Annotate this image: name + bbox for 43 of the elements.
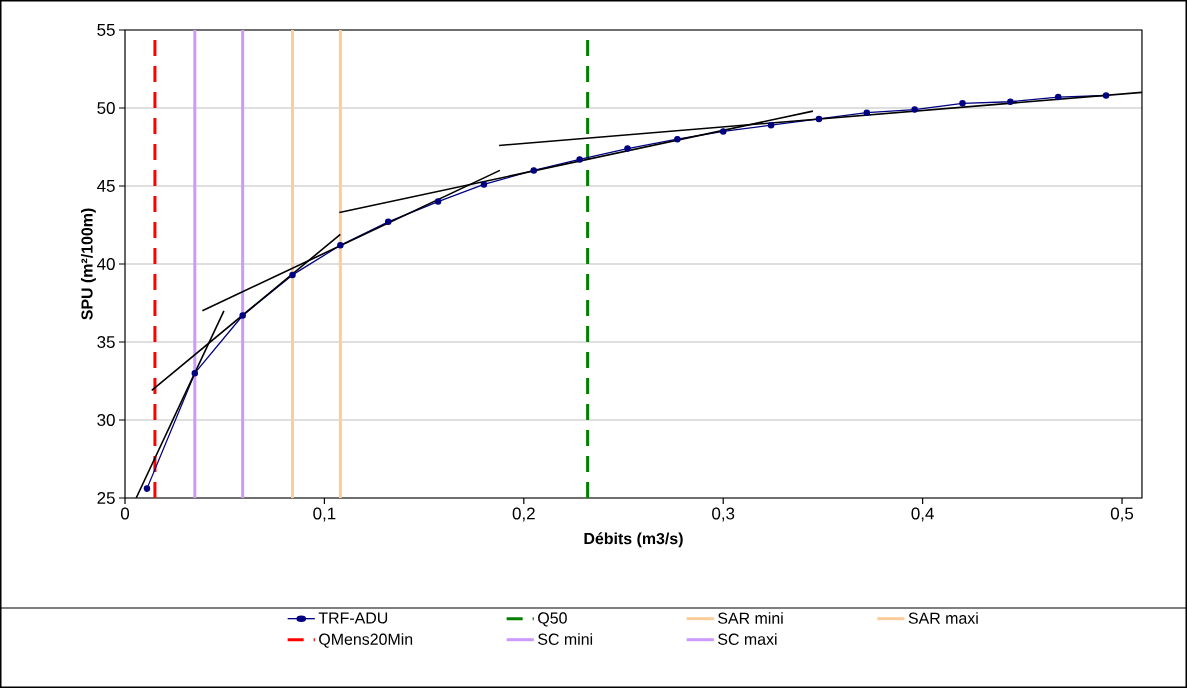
legend-label: QMens20Min [319,633,413,648]
point [911,106,918,113]
point [767,121,775,129]
point [863,109,871,116]
point [239,312,246,319]
point [1102,92,1110,99]
y-tick-label: 35 [97,335,115,348]
y-tick-label: 30 [97,413,115,426]
point [191,369,199,377]
point [576,156,583,163]
point [674,135,681,143]
legend-label: SAR mini [718,612,783,624]
point [719,128,727,135]
legend-label: TRF-ADU [318,612,388,624]
x-tick-label: 0,3 [712,507,735,522]
y-tick-label: 50 [97,101,115,114]
y-tick-label: 25 [97,491,115,504]
x-tick-label: 0,5 [1110,507,1134,522]
legend-label: SAR maxi [908,612,978,624]
point [1054,93,1062,101]
legend-label: Q50 [538,612,567,627]
y-tick-label: 55 [97,24,115,36]
legend-label: SC mini [538,633,593,645]
point [434,198,442,205]
point [530,167,538,174]
point [959,100,966,107]
point [337,242,344,249]
x-tick-label: 0,1 [313,507,336,522]
x-axis-title: Débits (m3/s) [584,532,683,548]
point [143,485,151,492]
point [815,115,823,123]
y-axis-title: SPU (m²/100m) [80,208,96,320]
point [480,181,488,188]
point [1007,98,1014,105]
x-tick-label: 0,2 [512,507,535,522]
x-tick-label: 0 [120,507,130,520]
point [384,218,392,226]
x-tick-label: 0,4 [911,507,934,522]
y-tick-label: 40 [97,257,115,270]
legend-label: SC maxi [718,633,777,645]
point [624,145,631,152]
y-tick-label: 45 [97,180,115,192]
point [289,271,296,279]
